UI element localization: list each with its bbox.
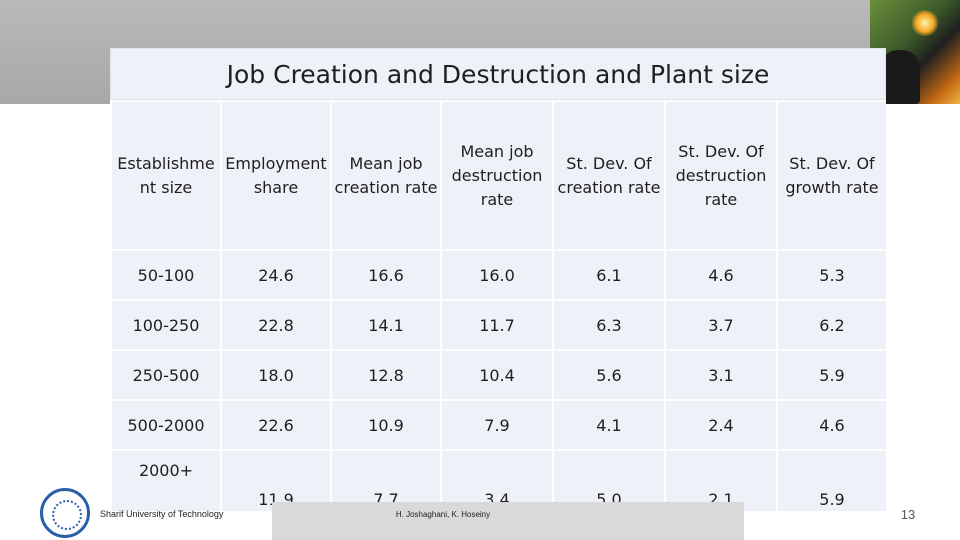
table-cell: 5.3 (778, 251, 886, 299)
table-cell: 500-2000 (112, 401, 220, 449)
table-cell: 4.1 (554, 401, 664, 449)
title-box: Job Creation and Destruction and Plant s… (110, 48, 886, 100)
table-cell: 6.2 (778, 301, 886, 349)
table-cell: 6.3 (554, 301, 664, 349)
footer-bar (272, 502, 744, 540)
header-row: Establishme nt size Employment share Mean … (112, 102, 886, 249)
table-cell: 7.9 (442, 401, 552, 449)
table-cell: 14.1 (332, 301, 440, 349)
welding-spark (910, 10, 940, 36)
slide-title: Job Creation and Destruction and Plant s… (227, 60, 770, 89)
table-row: 100-250 22.8 14.1 11.7 6.3 3.7 6.2 (112, 301, 886, 349)
table-cell: 10.9 (332, 401, 440, 449)
header-mean-creation: Mean job creation rate (332, 102, 440, 249)
worker-silhouette (880, 50, 920, 104)
table-cell: 100-250 (112, 301, 220, 349)
table-cell: 5.9 (778, 451, 886, 511)
table-row: 250-500 18.0 12.8 10.4 5.6 3.1 5.9 (112, 351, 886, 399)
footer-university: Sharif University of Technology (100, 509, 223, 519)
header-establishment-size: Establishme nt size (112, 102, 220, 249)
table-cell: 16.0 (442, 251, 552, 299)
table-cell: 6.1 (554, 251, 664, 299)
table-cell: 4.6 (778, 401, 886, 449)
header-sd-creation: St. Dev. Of creation rate (554, 102, 664, 249)
university-logo-icon (40, 488, 90, 538)
header-employment-share: Employment share (222, 102, 330, 249)
table-row: 500-2000 22.6 10.9 7.9 4.1 2.4 4.6 (112, 401, 886, 449)
table-cell: 2000+ (112, 451, 220, 511)
table-cell: 11.7 (442, 301, 552, 349)
header-mean-destruction: Mean job destruction rate (442, 102, 552, 249)
table-cell: 12.8 (332, 351, 440, 399)
table-cell: 5.6 (554, 351, 664, 399)
header-sd-growth: St. Dev. Of growth rate (778, 102, 886, 249)
table-cell: 18.0 (222, 351, 330, 399)
data-table: Establishme nt size Employment share Mean … (110, 100, 888, 513)
table-cell: 22.8 (222, 301, 330, 349)
table-row: 50-100 24.6 16.6 16.0 6.1 4.6 5.3 (112, 251, 886, 299)
table-cell: 10.4 (442, 351, 552, 399)
table-cell: 50-100 (112, 251, 220, 299)
footer-authors: H. Joshaghani, K. Hoseiny (272, 510, 614, 519)
table-cell: 16.6 (332, 251, 440, 299)
table-cell: 250-500 (112, 351, 220, 399)
table-cell: 3.7 (666, 301, 776, 349)
header-sd-destruction: St. Dev. Of destruction rate (666, 102, 776, 249)
table-cell: 2.4 (666, 401, 776, 449)
table-cell: 5.9 (778, 351, 886, 399)
table-cell: 3.1 (666, 351, 776, 399)
table-cell: 24.6 (222, 251, 330, 299)
table-cell: 4.6 (666, 251, 776, 299)
table-cell: 22.6 (222, 401, 330, 449)
page-number: 13 (896, 507, 920, 522)
